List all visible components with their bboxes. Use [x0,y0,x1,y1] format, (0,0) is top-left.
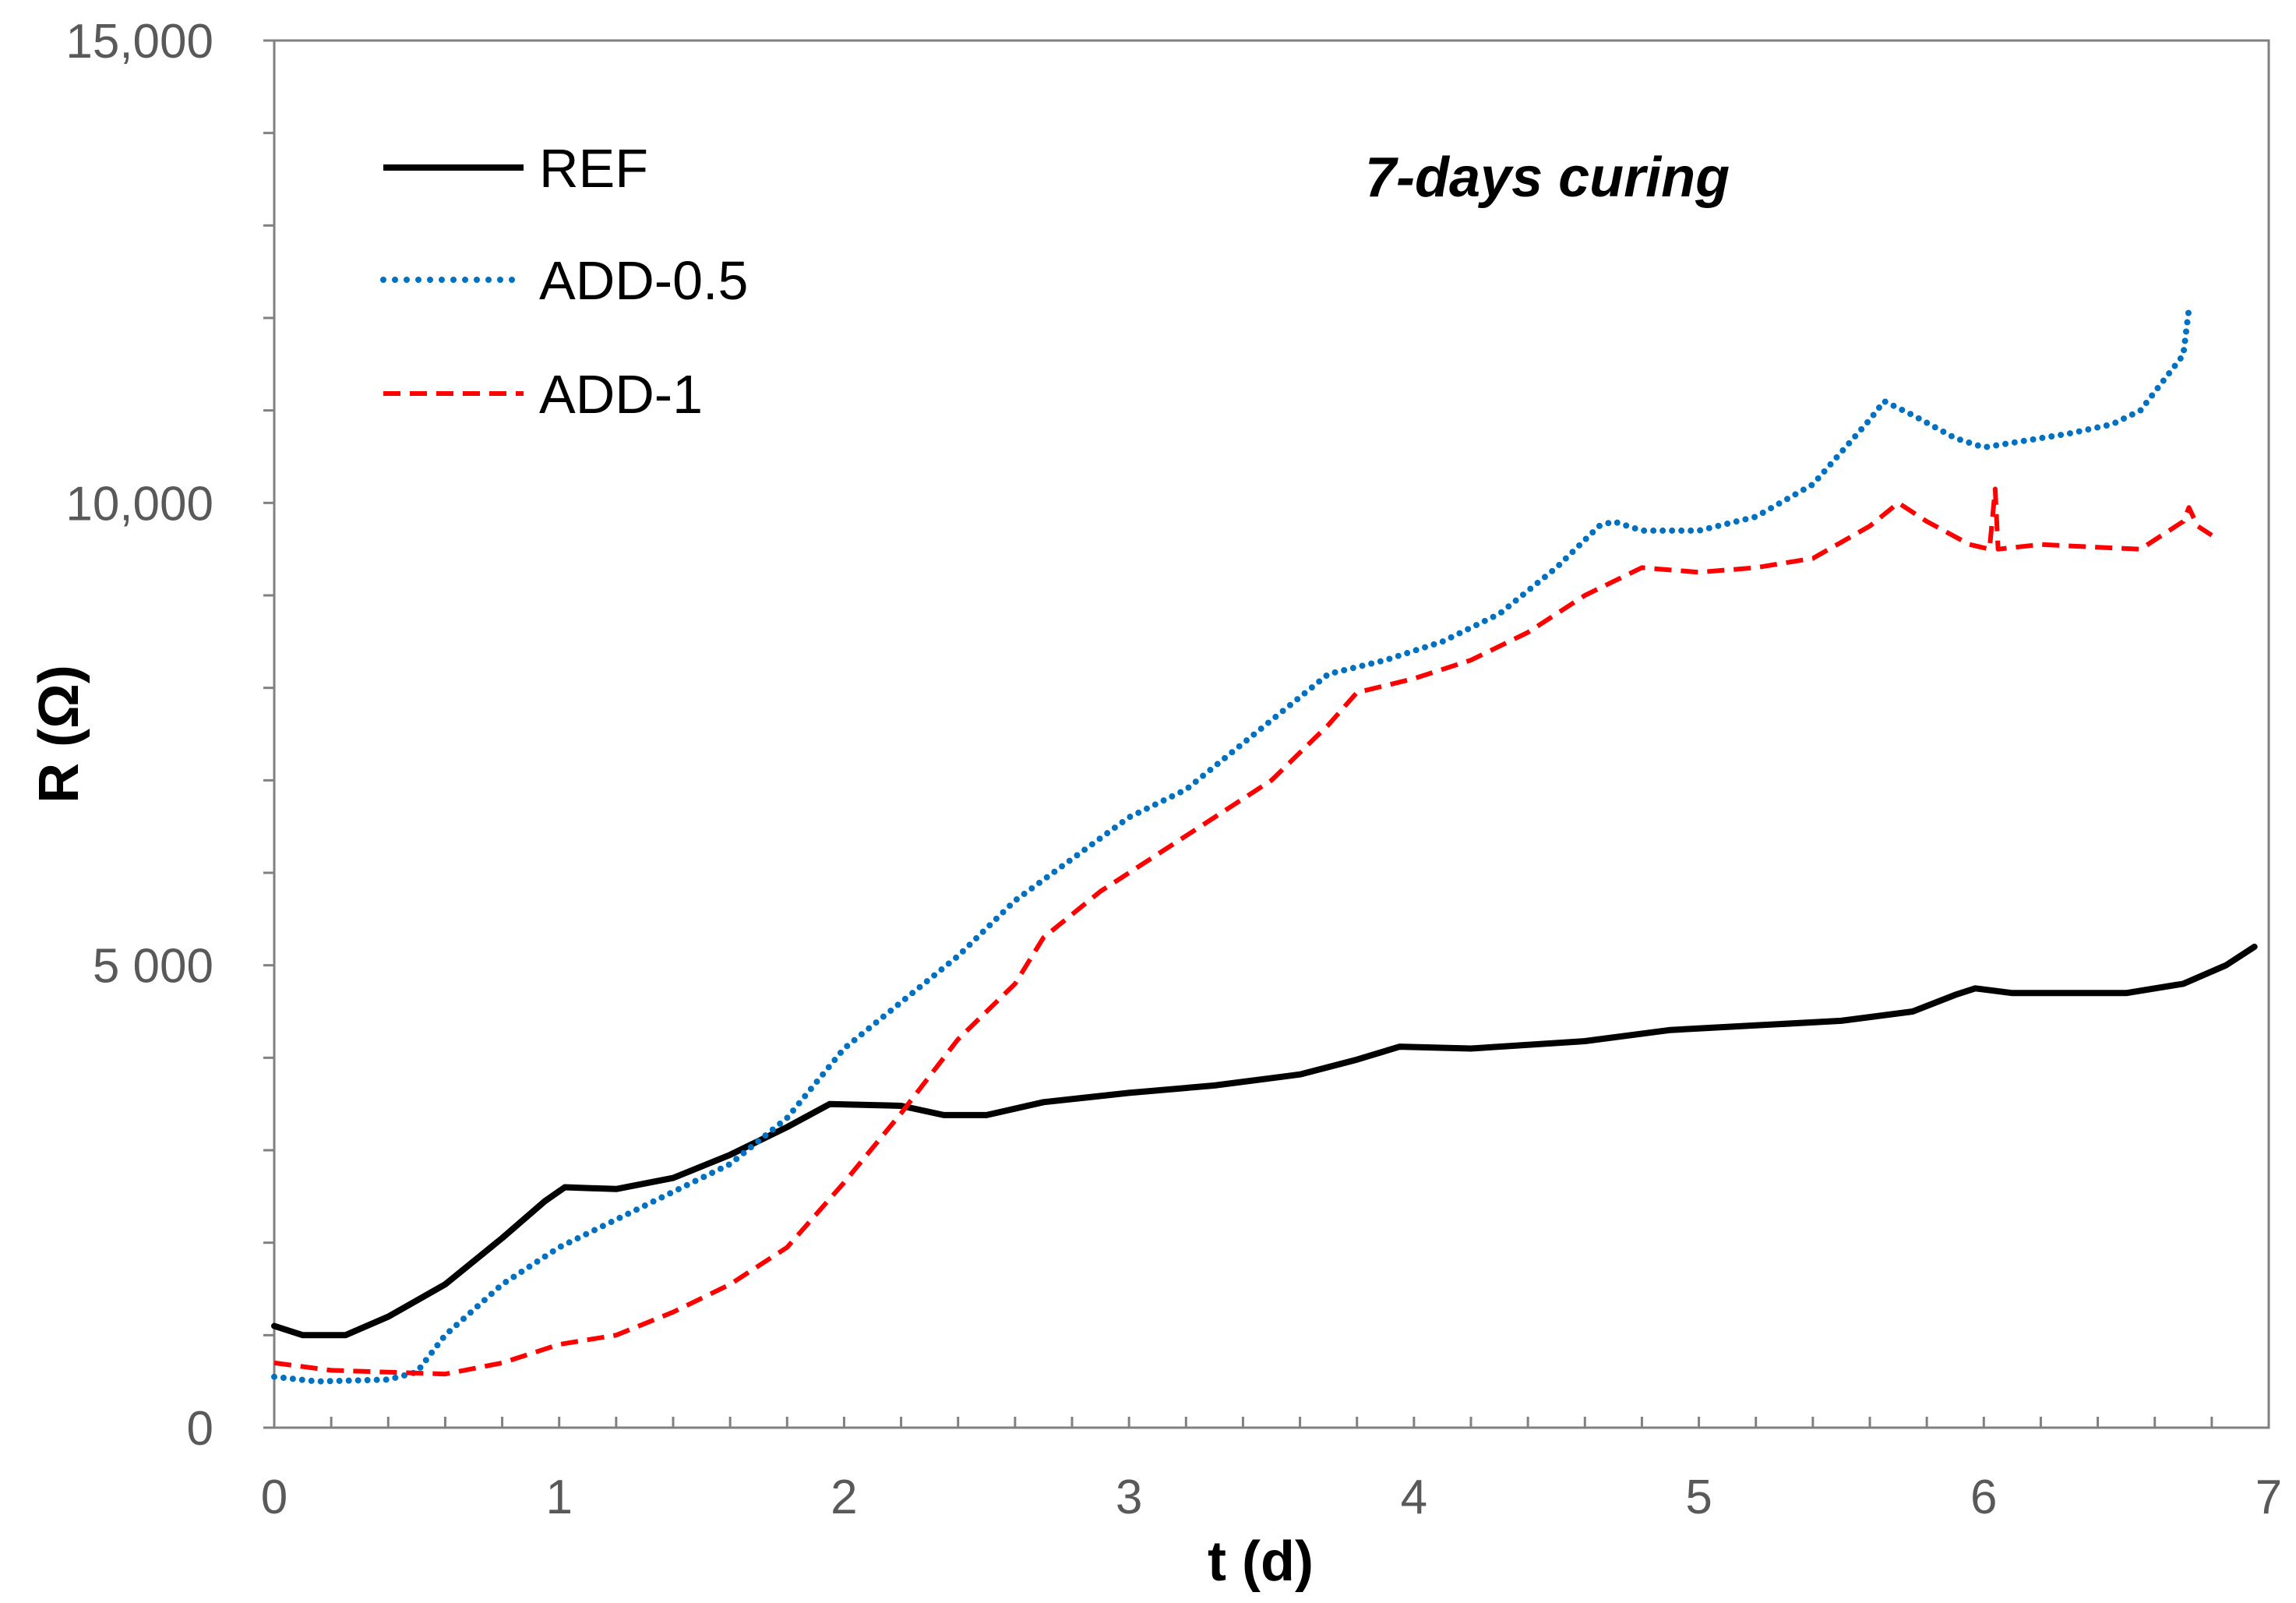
y-tick-label: 10,000 [65,477,213,531]
y-tick-label: 5 000 [93,940,213,994]
y-tick-label: 15,000 [65,15,213,69]
y-axis-tick-labels: 0 5 000 10,000 15,000 [65,15,213,1456]
series-line-ref [271,943,2258,1339]
x-tick-label: 3 [1116,1471,1142,1524]
x-axis-tick-labels: 0 1 2 3 4 5 6 7 [261,1471,2282,1524]
y-axis-minor-ticks [263,39,274,1429]
plot-area [273,39,2270,1429]
x-axis-minor-ticks [273,1417,2270,1428]
series-lines [271,305,2258,1385]
y-axis-title: R (Ω) [28,665,90,803]
y-tick-label: 0 [187,1402,213,1456]
series-line-add-1 [273,486,2213,1377]
x-tick-label: 1 [545,1471,572,1524]
legend-label-add-0.5: ADD-0.5 [539,250,748,311]
x-tick-label: 5 [1685,1471,1712,1524]
x-tick-label: 4 [1401,1471,1427,1524]
x-tick-label: 6 [1970,1471,1997,1524]
x-tick-label: 2 [831,1471,857,1524]
x-axis-title: t (d) [1208,1531,1314,1593]
legend: REF ADD-0.5 ADD-1 [380,138,748,425]
chart-annotation: 7-days curing [1365,147,1730,209]
x-tick-label: 7 [2255,1471,2282,1524]
legend-label-add-1: ADD-1 [539,364,703,425]
legend-label-ref: REF [539,138,648,199]
x-tick-label: 0 [261,1471,287,1524]
